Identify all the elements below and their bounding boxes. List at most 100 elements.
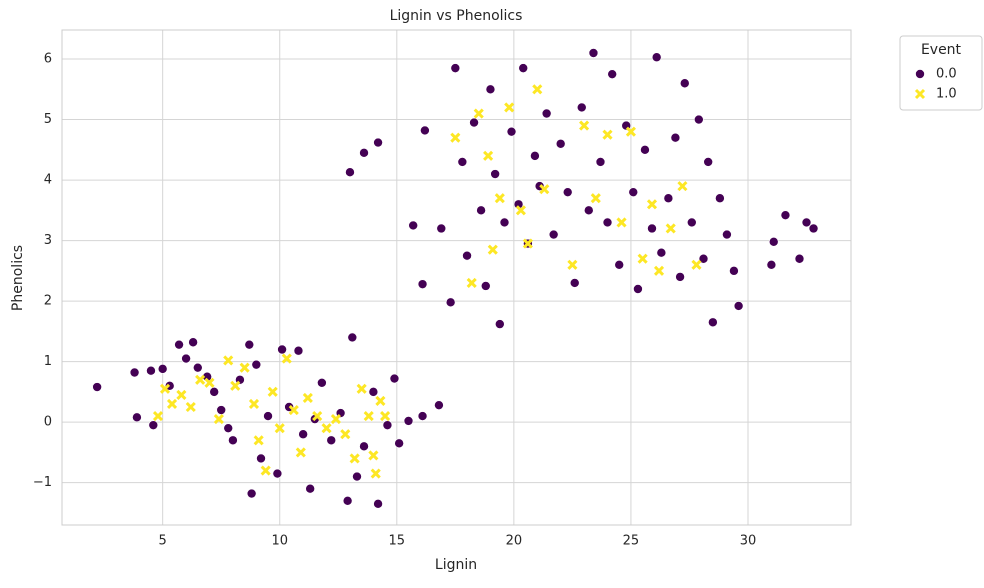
point bbox=[715, 193, 725, 204]
point bbox=[515, 205, 526, 216]
point bbox=[368, 387, 379, 397]
point bbox=[349, 453, 360, 464]
point bbox=[342, 495, 353, 506]
point bbox=[576, 102, 587, 113]
point bbox=[808, 223, 819, 234]
point bbox=[506, 126, 517, 137]
point bbox=[223, 423, 234, 433]
point bbox=[305, 483, 315, 494]
point bbox=[295, 447, 306, 458]
point bbox=[408, 220, 418, 231]
point bbox=[417, 411, 428, 421]
point bbox=[159, 383, 171, 394]
point bbox=[768, 236, 779, 247]
x-tick-label: 10 bbox=[271, 534, 288, 549]
y-tick-label: 5 bbox=[44, 112, 52, 127]
x-tick-label: 25 bbox=[623, 534, 640, 549]
point bbox=[766, 259, 777, 270]
x-axis-label: Lignin bbox=[435, 557, 477, 573]
point bbox=[562, 187, 573, 197]
point bbox=[469, 117, 479, 128]
point bbox=[146, 365, 156, 376]
y-tick-label: 4 bbox=[44, 173, 52, 188]
point bbox=[532, 84, 543, 95]
point bbox=[733, 301, 744, 311]
point bbox=[476, 205, 486, 216]
x-tick-label: 20 bbox=[506, 534, 523, 549]
point bbox=[646, 199, 658, 210]
point bbox=[345, 167, 355, 178]
point bbox=[595, 157, 606, 167]
point bbox=[375, 395, 386, 407]
point bbox=[244, 339, 255, 350]
point bbox=[209, 387, 219, 397]
point bbox=[359, 441, 369, 452]
point bbox=[607, 69, 617, 79]
point bbox=[588, 48, 599, 58]
point bbox=[185, 401, 196, 413]
point bbox=[675, 272, 685, 282]
point bbox=[263, 411, 273, 421]
point bbox=[518, 63, 529, 73]
point bbox=[230, 380, 241, 391]
legend-marker bbox=[915, 69, 925, 79]
point bbox=[216, 405, 227, 415]
point bbox=[640, 145, 650, 155]
point bbox=[132, 412, 142, 423]
point bbox=[272, 468, 283, 479]
point bbox=[347, 332, 358, 343]
point bbox=[522, 238, 533, 249]
point bbox=[368, 450, 379, 461]
point bbox=[192, 362, 203, 373]
point bbox=[330, 414, 341, 425]
point bbox=[246, 488, 257, 499]
point bbox=[485, 84, 496, 95]
point bbox=[651, 52, 662, 63]
x-tick-label: 5 bbox=[159, 534, 167, 549]
point bbox=[195, 374, 206, 385]
y-tick-label: 6 bbox=[44, 52, 52, 67]
point bbox=[698, 253, 709, 264]
point bbox=[317, 377, 327, 388]
point bbox=[166, 398, 178, 410]
point bbox=[434, 400, 444, 410]
point bbox=[602, 217, 613, 228]
chart-title: Lignin vs Phenolics bbox=[390, 8, 523, 24]
point bbox=[579, 120, 590, 131]
y-tick-label: −1 bbox=[33, 475, 52, 490]
point bbox=[356, 383, 367, 394]
point bbox=[129, 367, 140, 378]
y-tick-label: 1 bbox=[44, 354, 52, 369]
point bbox=[267, 386, 278, 397]
point bbox=[653, 265, 665, 276]
point bbox=[504, 102, 515, 113]
point bbox=[494, 193, 505, 204]
legend-marker bbox=[914, 88, 926, 100]
point bbox=[583, 205, 594, 216]
point bbox=[569, 278, 580, 288]
point bbox=[223, 355, 234, 366]
point bbox=[277, 344, 287, 355]
point bbox=[780, 210, 791, 220]
point bbox=[181, 353, 191, 364]
point bbox=[450, 63, 461, 73]
y-axis-label: Phenolics bbox=[10, 245, 26, 311]
point bbox=[248, 398, 260, 410]
point bbox=[614, 259, 625, 270]
point bbox=[373, 499, 383, 509]
point bbox=[637, 253, 648, 264]
point bbox=[370, 468, 381, 479]
point bbox=[686, 217, 697, 228]
point bbox=[340, 429, 351, 440]
point bbox=[466, 277, 477, 289]
point bbox=[176, 389, 187, 400]
point bbox=[625, 126, 636, 137]
point bbox=[394, 438, 404, 449]
point bbox=[281, 353, 292, 364]
point bbox=[480, 281, 491, 291]
point bbox=[293, 345, 304, 356]
point bbox=[691, 259, 702, 270]
point bbox=[801, 217, 812, 228]
point bbox=[253, 435, 264, 446]
point bbox=[665, 223, 676, 234]
